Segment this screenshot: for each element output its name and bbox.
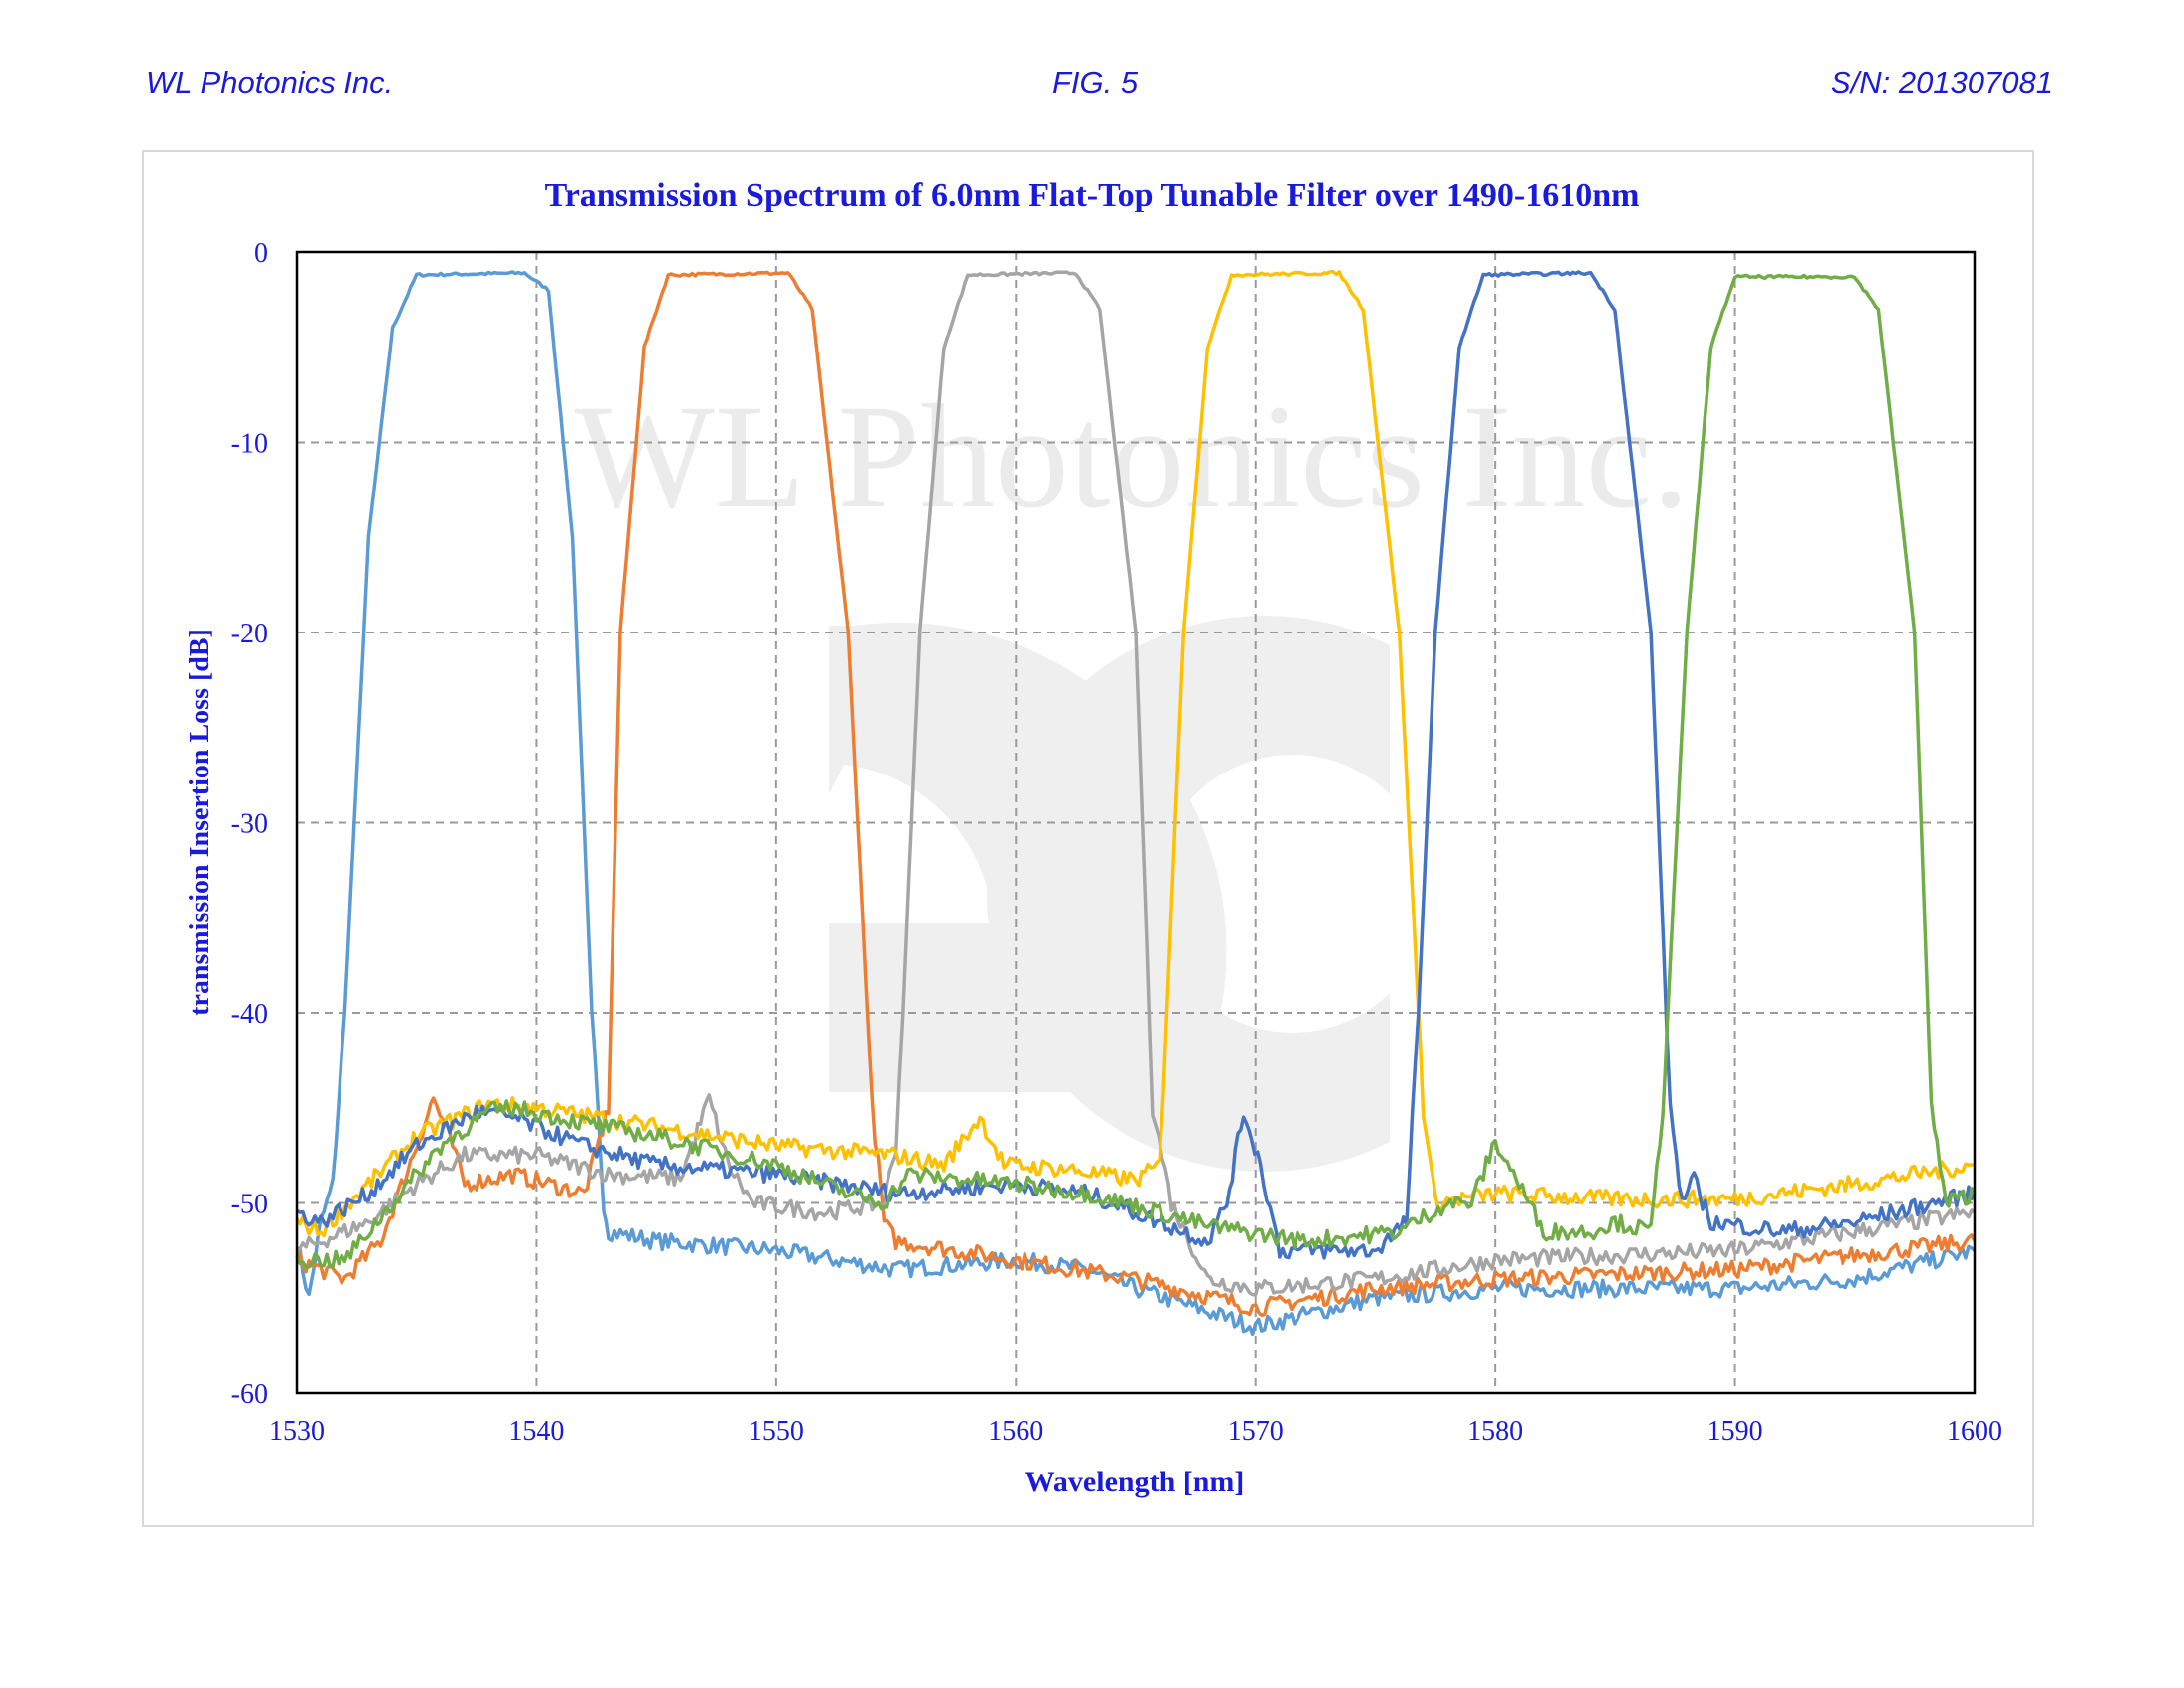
watermark: WL Photonics Inc. — [574, 374, 1690, 1172]
series-line-channel-5 — [296, 270, 1977, 1260]
serial-number: S/N: 201307081 — [1830, 66, 2053, 100]
y-tick-label: -40 — [231, 999, 268, 1030]
series-group — [295, 270, 1977, 1336]
series-line-channel-3 — [295, 270, 1977, 1297]
y-tick-label: -30 — [231, 809, 268, 840]
y-tick-label: -10 — [231, 429, 268, 460]
y-tick-label: -20 — [231, 619, 268, 649]
tick-labels: 1530 1540 1550 1560 1570 1580 1590 1600 0 -10 -20 -… — [231, 238, 2002, 1447]
figure-label: FIG. 5 — [1052, 66, 1139, 100]
watermark-text: WL Photonics Inc. — [574, 374, 1689, 539]
company-name: WL Photonics Inc. — [146, 66, 394, 100]
series-line-channel-4 — [295, 270, 1976, 1238]
x-tick-label: 1580 — [1467, 1416, 1523, 1447]
chart-title: Transmission Spectrum of 6.0nm Flat-Top … — [545, 177, 1640, 213]
x-axis-label: Wavelength [nm] — [1025, 1466, 1245, 1498]
y-tick-label: -60 — [231, 1379, 268, 1410]
x-tick-label: 1540 — [508, 1416, 564, 1447]
x-tick-label: 1590 — [1707, 1416, 1763, 1447]
x-tick-label: 1560 — [988, 1416, 1043, 1447]
x-tick-label: 1600 — [1947, 1416, 2002, 1447]
series-line-channel-2 — [295, 270, 1977, 1318]
watermark-logo-c — [986, 616, 1390, 1172]
y-axis-label: transmission Insertion Loss [dB] — [185, 629, 215, 1016]
plot-border — [295, 250, 1977, 1395]
series-line-channel-1 — [296, 270, 1977, 1336]
x-tick-label: 1550 — [749, 1416, 804, 1447]
y-tick-label: -50 — [231, 1190, 268, 1220]
series-line-channel-6 — [295, 273, 1977, 1270]
x-tick-label: 1570 — [1228, 1416, 1284, 1447]
chart-frame — [142, 150, 2034, 1527]
x-tick-label: 1530 — [269, 1416, 325, 1447]
y-tick-label: 0 — [254, 238, 268, 269]
